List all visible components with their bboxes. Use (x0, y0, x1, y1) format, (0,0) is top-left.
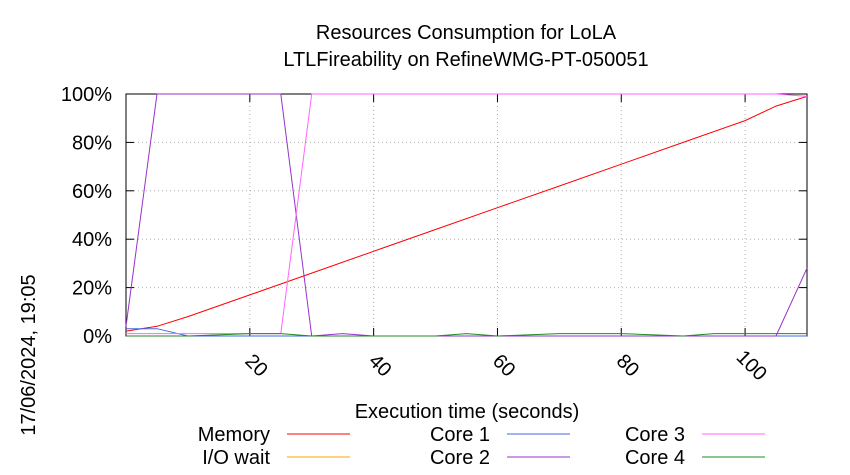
x-tick-label: 80 (612, 350, 643, 381)
grid (126, 94, 807, 336)
legend-label-core-2: Core 2 (430, 447, 490, 469)
series-line-core-4 (126, 333, 807, 337)
x-axis-ticks: 20 40 60 80 100 (240, 94, 771, 385)
series-line-core-3 (126, 93, 808, 335)
y-tick-label: 100% (61, 84, 112, 106)
legend-label-core-3: Core 3 (625, 424, 685, 446)
series-lines (125, 93, 808, 337)
chart-title: Resources Consumption for LoLA (316, 22, 617, 44)
y-tick-label: 80% (72, 132, 112, 154)
y-tick-label: 20% (72, 278, 112, 300)
x-tick-label: 100 (732, 346, 771, 385)
x-tick-label: 60 (488, 350, 519, 381)
legend-label-i-o-wait: I/O wait (202, 447, 270, 469)
x-tick-label: 40 (364, 350, 395, 381)
y-tick-label: 60% (72, 181, 112, 203)
y-tick-label: 0% (83, 326, 112, 348)
timestamp: 17/06/2024, 19:05 (18, 274, 40, 435)
series-line-core-2 (125, 93, 808, 337)
legend-label-memory: Memory (198, 424, 270, 446)
y-tick-label: 40% (72, 229, 112, 251)
chart-subtitle: LTLFireability on RefineWMG-PT-050051 (283, 49, 648, 71)
legend-label-core-1: Core 1 (430, 424, 490, 446)
plot-frame (125, 93, 808, 337)
series-line-memory (125, 95, 808, 332)
x-tick-label: 20 (240, 350, 271, 381)
y-axis-ticks: 0% 20% 40% 60% 80% 100% (61, 84, 807, 348)
x-axis-label: Execution time (seconds) (355, 401, 580, 423)
legend-label-core-4: Core 4 (625, 447, 685, 469)
